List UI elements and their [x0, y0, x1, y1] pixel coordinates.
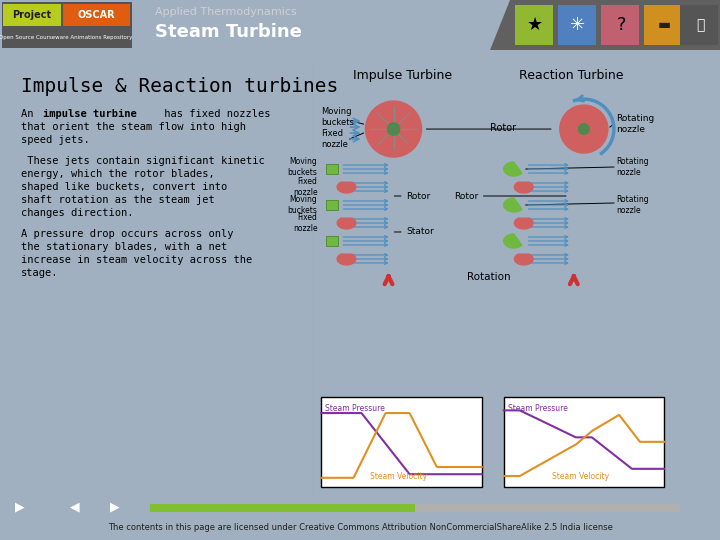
- Text: impulse turbine: impulse turbine: [43, 109, 137, 119]
- Text: ⎙: ⎙: [696, 18, 704, 32]
- Text: An: An: [21, 109, 40, 119]
- FancyBboxPatch shape: [601, 5, 639, 45]
- Polygon shape: [337, 254, 356, 265]
- FancyBboxPatch shape: [680, 5, 718, 45]
- FancyBboxPatch shape: [150, 503, 415, 511]
- Text: the stationary blades, with a net: the stationary blades, with a net: [21, 242, 228, 252]
- Text: Rotating
nozzle: Rotating nozzle: [616, 195, 649, 215]
- Polygon shape: [514, 218, 533, 229]
- Text: Rotor: Rotor: [490, 123, 516, 133]
- Circle shape: [387, 123, 400, 135]
- Text: Project: Project: [12, 10, 52, 20]
- FancyBboxPatch shape: [63, 4, 130, 26]
- Text: Rotation: Rotation: [467, 272, 510, 282]
- Text: Fixed
nozzle: Fixed nozzle: [321, 130, 348, 148]
- Text: Stator: Stator: [395, 227, 434, 237]
- Polygon shape: [514, 182, 533, 193]
- Text: Open Source Courseware Animations Repository: Open Source Courseware Animations Reposi…: [0, 35, 132, 39]
- FancyBboxPatch shape: [326, 236, 338, 246]
- Text: speed jets.: speed jets.: [21, 135, 90, 145]
- Polygon shape: [490, 0, 720, 50]
- FancyBboxPatch shape: [3, 4, 61, 26]
- Text: ◀: ◀: [70, 501, 80, 514]
- Text: Steam Pressure: Steam Pressure: [325, 404, 385, 413]
- FancyBboxPatch shape: [150, 503, 680, 511]
- Text: Steam Turbine: Steam Turbine: [155, 23, 302, 41]
- FancyBboxPatch shape: [2, 2, 132, 48]
- Text: energy, which the rotor blades,: energy, which the rotor blades,: [21, 169, 215, 179]
- Polygon shape: [514, 254, 533, 265]
- Text: ✳: ✳: [570, 16, 585, 34]
- Text: shaped like buckets, convert into: shaped like buckets, convert into: [21, 182, 228, 192]
- Text: increase in steam velocity across the: increase in steam velocity across the: [21, 255, 252, 265]
- Text: Moving
buckets: Moving buckets: [287, 157, 318, 177]
- Text: Impulse & Reaction turbines: Impulse & Reaction turbines: [21, 77, 338, 96]
- Text: Impulse Turbine: Impulse Turbine: [354, 69, 453, 82]
- Text: Rotating
nozzle: Rotating nozzle: [616, 157, 649, 177]
- Text: Rotating
nozzle: Rotating nozzle: [616, 114, 654, 134]
- Circle shape: [579, 124, 589, 134]
- Text: shaft rotation as the steam jet: shaft rotation as the steam jet: [21, 195, 215, 205]
- Text: ?: ?: [616, 16, 626, 34]
- Polygon shape: [504, 198, 522, 212]
- FancyBboxPatch shape: [515, 5, 553, 45]
- Polygon shape: [337, 218, 356, 229]
- Text: Steam Velocity: Steam Velocity: [552, 472, 609, 482]
- Text: Applied Thermodynamics: Applied Thermodynamics: [155, 7, 297, 17]
- Text: Fixed
nozzle: Fixed nozzle: [293, 213, 318, 233]
- Text: Fixed
nozzle: Fixed nozzle: [293, 177, 318, 197]
- Text: Reaction Turbine: Reaction Turbine: [518, 69, 624, 82]
- Text: ★: ★: [527, 16, 543, 34]
- Text: Moving
buckets: Moving buckets: [287, 195, 318, 215]
- Text: ▶: ▶: [15, 501, 24, 514]
- Text: Rotor: Rotor: [454, 192, 566, 200]
- Circle shape: [366, 101, 422, 157]
- Text: stage.: stage.: [21, 268, 58, 278]
- Text: has fixed nozzles: has fixed nozzles: [158, 109, 271, 119]
- Text: Moving
buckets: Moving buckets: [321, 107, 354, 127]
- FancyBboxPatch shape: [644, 5, 682, 45]
- FancyBboxPatch shape: [326, 164, 338, 174]
- Text: Steam Pressure: Steam Pressure: [508, 404, 567, 413]
- Text: Steam Velocity: Steam Velocity: [369, 472, 427, 482]
- Text: that orient the steam flow into high: that orient the steam flow into high: [21, 122, 246, 132]
- Polygon shape: [504, 162, 522, 176]
- Text: ▬: ▬: [657, 18, 670, 32]
- FancyBboxPatch shape: [321, 397, 482, 487]
- Text: Rotor: Rotor: [395, 192, 431, 200]
- Text: These jets contain significant kinetic: These jets contain significant kinetic: [21, 156, 265, 166]
- FancyBboxPatch shape: [326, 200, 338, 210]
- Text: The contents in this page are licensed under Creative Commons Attribution NonCom: The contents in this page are licensed u…: [107, 523, 613, 531]
- Text: OSCAR: OSCAR: [77, 10, 114, 20]
- Polygon shape: [337, 182, 356, 193]
- Polygon shape: [504, 234, 522, 248]
- Text: ▶: ▶: [110, 501, 120, 514]
- Text: changes direction.: changes direction.: [21, 208, 133, 218]
- FancyBboxPatch shape: [558, 5, 596, 45]
- FancyBboxPatch shape: [504, 397, 664, 487]
- Circle shape: [560, 105, 608, 153]
- Text: A pressure drop occurs across only: A pressure drop occurs across only: [21, 229, 233, 239]
